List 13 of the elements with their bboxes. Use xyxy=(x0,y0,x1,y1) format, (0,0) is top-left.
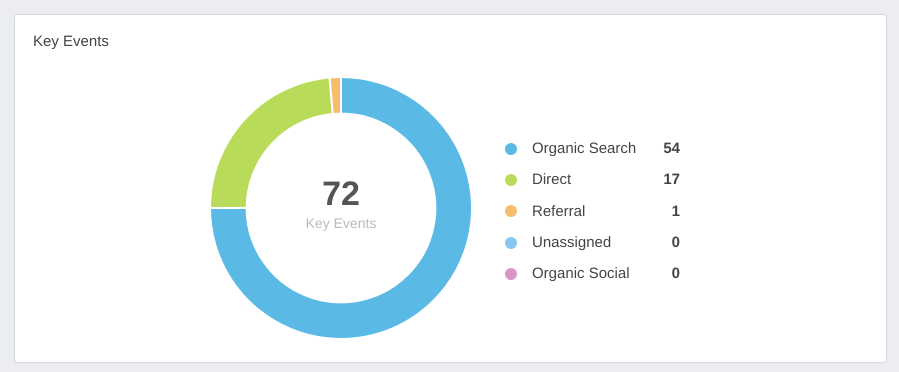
text: Key Events xyxy=(33,33,109,50)
legend-label: Organic Search xyxy=(532,140,638,158)
text: 0 xyxy=(672,265,680,282)
data-label: 54 xyxy=(663,140,680,158)
text: Key Events xyxy=(304,215,378,231)
legend-label: Unassigned xyxy=(532,234,612,252)
legend-label: Direct xyxy=(532,171,572,188)
data-label: 17 xyxy=(663,171,680,188)
legend-label: Referral xyxy=(532,202,586,220)
text: 0 xyxy=(672,234,680,252)
text: 72 xyxy=(321,175,361,213)
data-label: 1 xyxy=(672,202,680,220)
legend-label: Organic Social xyxy=(532,265,631,282)
